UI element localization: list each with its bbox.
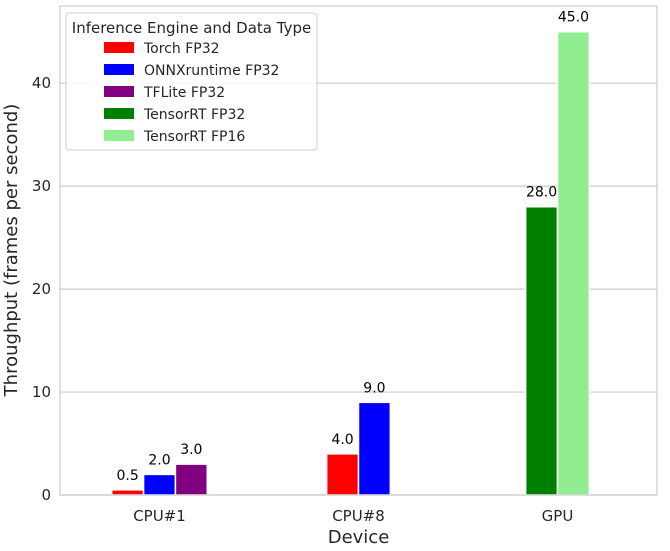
bar: [142, 473, 177, 496]
x-axis-label: Device: [328, 527, 390, 548]
y-axis-label: Throughput (frames per second): [1, 104, 22, 398]
legend-title: Inference Engine and Data Type: [72, 19, 311, 37]
legend-swatch: [104, 86, 134, 97]
legend-label: TensorRT FP16: [143, 129, 245, 145]
y-tick-label: 40: [32, 74, 51, 92]
x-tick-label: GPU: [542, 507, 574, 525]
y-tick-label: 30: [32, 177, 51, 195]
bar: [325, 453, 360, 496]
bar-value-label: 45.0: [558, 10, 589, 26]
legend: Inference Engine and Data Type Torch FP3…: [65, 12, 318, 151]
y-axis-ticks: 0 10 20 30 40: [32, 74, 51, 504]
legend-items: Torch FP32 ONNXruntime FP32 TFLite FP32 Ten…: [104, 41, 279, 145]
plot-frame: [59, 5, 658, 496]
legend-swatch: [104, 130, 134, 141]
legend-label: Torch FP32: [143, 41, 220, 57]
y-tick-label: 20: [32, 280, 51, 298]
bar-value-labels: 0.5 2.0 3.0 4.0 9.0 28.0 45.0: [117, 10, 589, 484]
y-tick-label: 10: [32, 383, 51, 401]
bar: [524, 205, 559, 496]
bar: [110, 489, 145, 496]
legend-label: TensorRT FP32: [143, 107, 245, 123]
legend-swatch: [104, 108, 134, 119]
bar-value-label: 4.0: [331, 432, 353, 448]
x-tick-label: CPU#1: [133, 507, 186, 525]
bars: [110, 30, 591, 496]
x-tick-label: CPU#8: [332, 507, 385, 525]
y-tick-label: 0: [41, 486, 51, 504]
bar-value-label: 2.0: [148, 452, 170, 468]
legend-label: ONNXruntime FP32: [144, 63, 279, 79]
bar-value-label: 28.0: [526, 185, 557, 201]
bar: [174, 463, 209, 496]
legend-swatch: [104, 42, 134, 53]
legend-swatch: [104, 64, 134, 75]
bar: [556, 30, 591, 496]
legend-label: TFLite FP32: [143, 85, 225, 101]
bar-value-label: 0.5: [117, 468, 139, 484]
bar-value-label: 3.0: [180, 442, 202, 458]
bar: [357, 401, 392, 496]
bar-value-label: 9.0: [363, 380, 385, 396]
x-axis-ticks: CPU#1 CPU#8 GPU: [133, 507, 573, 525]
